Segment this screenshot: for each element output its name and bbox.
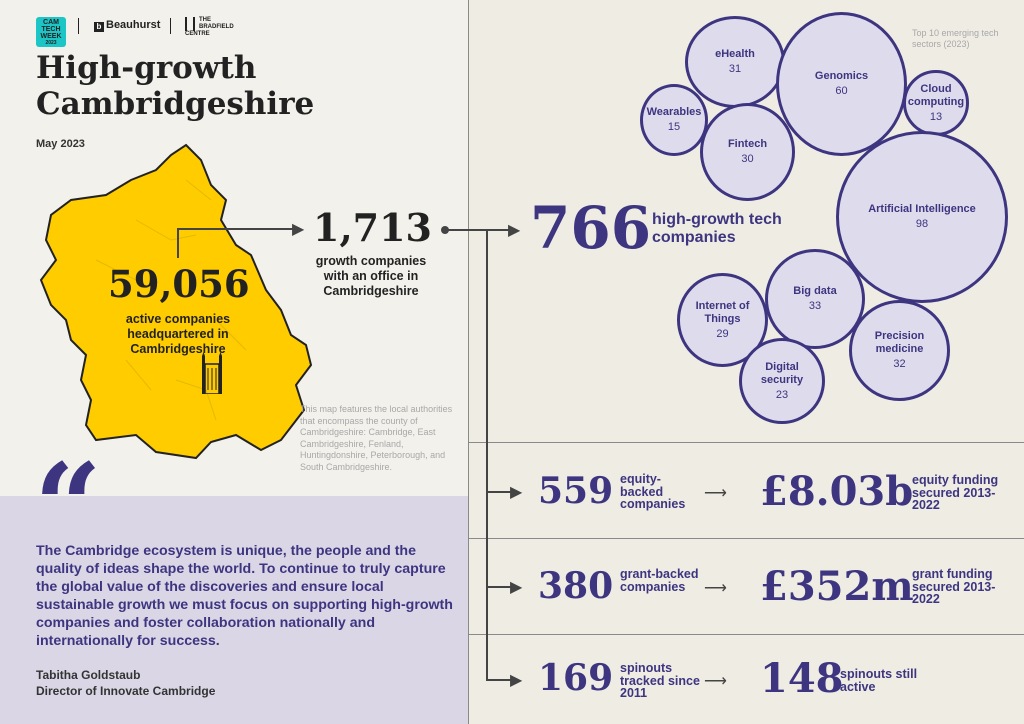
bradfield-logo: THE BRADFIELD CENTRE [185, 17, 234, 37]
active-companies-value: 59,056 [108, 262, 250, 306]
logo-divider [170, 18, 171, 34]
growth-companies-value: 1,713 [313, 205, 432, 250]
bubble-digital-security: Digital security 23 [739, 338, 825, 424]
divider-2 [468, 538, 1024, 539]
map-note: This map features the local authorities … [300, 404, 453, 472]
date: May 2023 [36, 138, 85, 150]
divider-3 [468, 634, 1024, 635]
active-companies-caption: active companies headquartered in Cambri… [125, 312, 231, 356]
author-role: Director of Innovate Cambridge [36, 684, 216, 698]
bubble-precision-medicine: Precision medicine 32 [849, 300, 950, 401]
quote-text: The Cambridge ecosystem is unique, the p… [36, 543, 453, 649]
connector-line [486, 491, 516, 493]
equity-funding-caption: equity funding secured 2013-2022 [912, 473, 999, 512]
tech-companies-caption: high-growth tech companies [652, 211, 782, 246]
spinouts-active-caption: spinouts still active [840, 667, 918, 694]
bubble-cloud-computing: Cloud computing 13 [903, 70, 969, 136]
grant-funding-caption: grant funding secured 2013-2022 [912, 567, 996, 606]
arrow-right-icon: ⟶ [704, 580, 727, 597]
quote-author: Tabitha Goldstaub Director of Innovate C… [36, 667, 215, 699]
grant-backed-caption: grant-backed companies [620, 567, 699, 594]
connector-line [447, 229, 515, 231]
bubble-genomics: Genomics 60 [776, 12, 907, 156]
spinouts-tracked-caption: spinouts tracked since 2011 [620, 661, 700, 700]
grant-backed-value: 380 [538, 565, 614, 607]
arrow-right-icon: ▶ [510, 484, 523, 501]
bubble-fintech: Fintech 30 [700, 103, 795, 201]
cambridgeshire-map [39, 143, 313, 460]
tech-companies-value: 766 [530, 194, 652, 262]
quote-mark: “ [34, 437, 102, 576]
equity-funding-value: £8.03b [760, 468, 914, 515]
author-name: Tabitha Goldstaub [36, 668, 141, 682]
bubble-big-data: Big data 33 [765, 249, 865, 349]
connector-line [486, 679, 516, 681]
sectors-title: Top 10 emerging tech sectors (2023) [912, 28, 999, 49]
arrow-right-icon: ▶ [508, 222, 521, 239]
bubble-ehealth: eHealth 31 [685, 16, 785, 108]
arrow-right-icon: ⟶ [704, 673, 727, 690]
beauhurst-logo: b Beauhurst [94, 19, 160, 32]
bubble-artificial-intelligence: Artificial Intelligence 98 [836, 131, 1008, 303]
page-title: High-growth Cambridgeshire [36, 50, 315, 122]
divider-1 [468, 442, 1024, 443]
spinouts-tracked-value: 169 [538, 657, 614, 699]
equity-backed-caption: equity-backed companies [620, 472, 686, 511]
connector-line [486, 229, 488, 680]
connector-dot [441, 226, 449, 234]
divider-vertical [468, 0, 469, 724]
connector-line [486, 586, 516, 588]
kings-college-chapel-icon [202, 352, 222, 394]
connector-line [177, 228, 299, 230]
arrow-right-icon: ▶ [292, 221, 305, 238]
bubble-wearables: Wearables 15 [640, 84, 708, 156]
quote-box [0, 496, 468, 724]
equity-backed-value: 559 [538, 470, 614, 512]
spinouts-active-value: 148 [760, 655, 844, 702]
arrow-right-icon: ▶ [510, 672, 523, 689]
arrow-right-icon: ▶ [510, 579, 523, 596]
growth-companies-caption: growth companies with an office in Cambr… [315, 254, 427, 298]
cam-tech-week-logo: CAM TECH WEEK 2023 [36, 17, 66, 47]
grant-funding-value: £352m [760, 563, 914, 610]
logo-divider [78, 18, 79, 34]
connector-line [177, 228, 179, 258]
arrow-right-icon: ⟶ [704, 485, 727, 502]
